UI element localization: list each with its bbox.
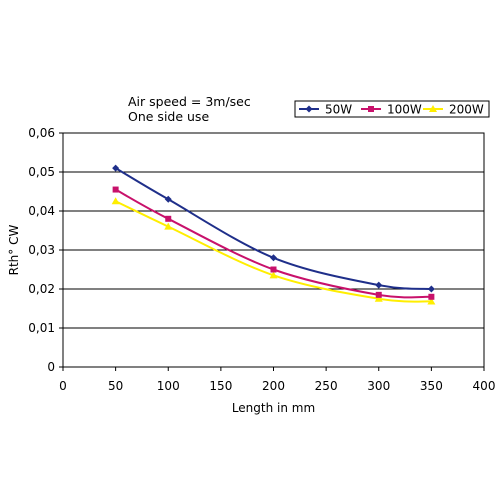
data-point: [164, 222, 173, 230]
series-line: [115, 188, 432, 299]
series-100W: [112, 186, 435, 300]
data-point: [427, 285, 435, 293]
y-tick-label: 0,06: [28, 126, 55, 140]
data-point: [375, 281, 383, 289]
axis-ticks: 0 0,01 0,02 0,03 0,04 0,05 0,06 0 50 100 150 200 250…: [28, 126, 495, 393]
legend-box: [294, 100, 490, 118]
x-tick-label: 400: [473, 379, 496, 393]
data-point: [165, 215, 172, 222]
annotation-air-speed: Air speed = 3m/sec: [128, 94, 251, 109]
data-point: [164, 195, 172, 203]
series-200W: [111, 197, 436, 305]
legend: 50W 100W 200W: [294, 100, 490, 118]
data-point: [375, 291, 382, 298]
data-point: [270, 266, 277, 273]
legend-item-200W: 200W: [423, 103, 484, 117]
x-tick-label: 350: [420, 379, 443, 393]
y-tick-label: 0,05: [28, 165, 55, 179]
annotation-one-side-use: One side use: [128, 109, 210, 124]
x-tick-label: 150: [209, 379, 232, 393]
legend-marker: [305, 105, 313, 113]
data-point: [112, 186, 119, 193]
data-point: [111, 197, 120, 205]
legend-item-50W: 50W: [299, 103, 352, 117]
y-tick-label: 0: [47, 360, 55, 374]
x-tick-label: 100: [157, 379, 180, 393]
series-layer: [111, 164, 436, 305]
x-tick-label: 200: [262, 379, 285, 393]
data-point: [270, 254, 277, 262]
legend-label: 100W: [387, 103, 422, 117]
y-tick-label: 0,01: [28, 321, 55, 335]
y-axis-title: Rth° CW: [7, 225, 21, 276]
legend-marker: [429, 105, 437, 112]
y-tick-label: 0,04: [28, 204, 55, 218]
x-tick-label: 50: [108, 379, 123, 393]
legend-label: 50W: [325, 103, 352, 117]
legend-item-100W: 100W: [361, 103, 422, 117]
x-tick-label: 0: [59, 379, 67, 393]
x-tick-label: 250: [315, 379, 338, 393]
y-tick-label: 0,03: [28, 243, 55, 257]
data-point: [427, 297, 436, 305]
data-point: [428, 293, 435, 300]
series-50W: [112, 164, 435, 293]
y-tick-label: 0,02: [28, 282, 55, 296]
data-point: [112, 164, 120, 172]
x-axis-title: Length in mm: [232, 401, 315, 415]
data-point: [269, 271, 278, 279]
x-tick-label: 300: [367, 379, 390, 393]
legend-marker: [368, 106, 374, 112]
legend-label: 200W: [449, 103, 484, 117]
data-point: [374, 294, 383, 302]
